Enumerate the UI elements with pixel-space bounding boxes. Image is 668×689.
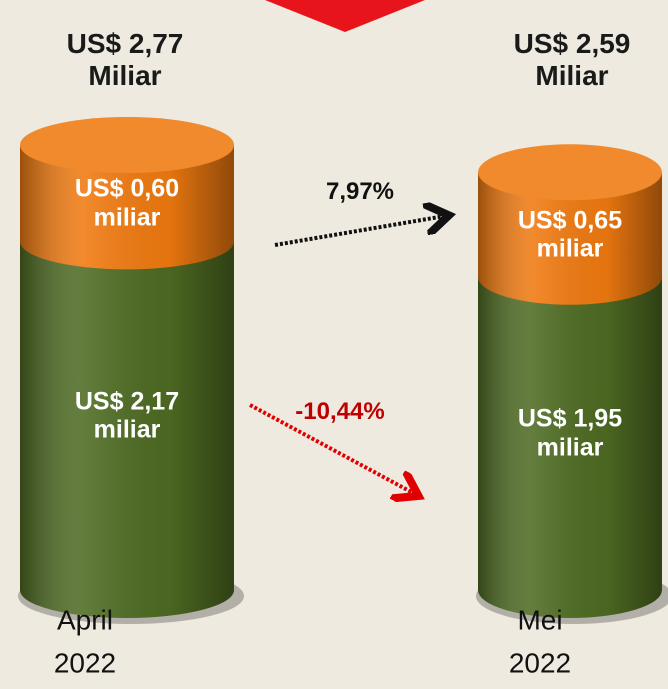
cylinder-top — [20, 117, 234, 173]
total-label: US$ 2,59 Miliar — [513, 27, 631, 91]
cylinder-top — [478, 144, 662, 201]
change-arrow — [274, 216, 445, 247]
change-label: -10,44% — [295, 398, 385, 426]
segment-shade — [478, 172, 662, 305]
cylinders — [18, 117, 668, 624]
cylinder-top-shade — [478, 144, 662, 201]
change-arrow — [249, 403, 415, 494]
value-label: US$ 0,60 miliar — [74, 174, 180, 232]
segment-shade — [20, 241, 234, 618]
value-label: US$ 0,65 miliar — [517, 205, 623, 263]
segment-shade — [478, 276, 662, 618]
value-label: US$ 1,95 miliar — [517, 404, 623, 462]
red-marker — [265, 0, 425, 32]
value-label: US$ 2,17 miliar — [74, 386, 180, 444]
total-label: US$ 2,77 Miliar — [66, 27, 184, 91]
category-label: Mei 2022 — [508, 604, 572, 679]
cylinder-top-shade — [20, 117, 234, 173]
change-label: 7,97% — [325, 178, 395, 206]
segment-shade — [20, 145, 234, 270]
category-label: April 2022 — [53, 604, 117, 679]
